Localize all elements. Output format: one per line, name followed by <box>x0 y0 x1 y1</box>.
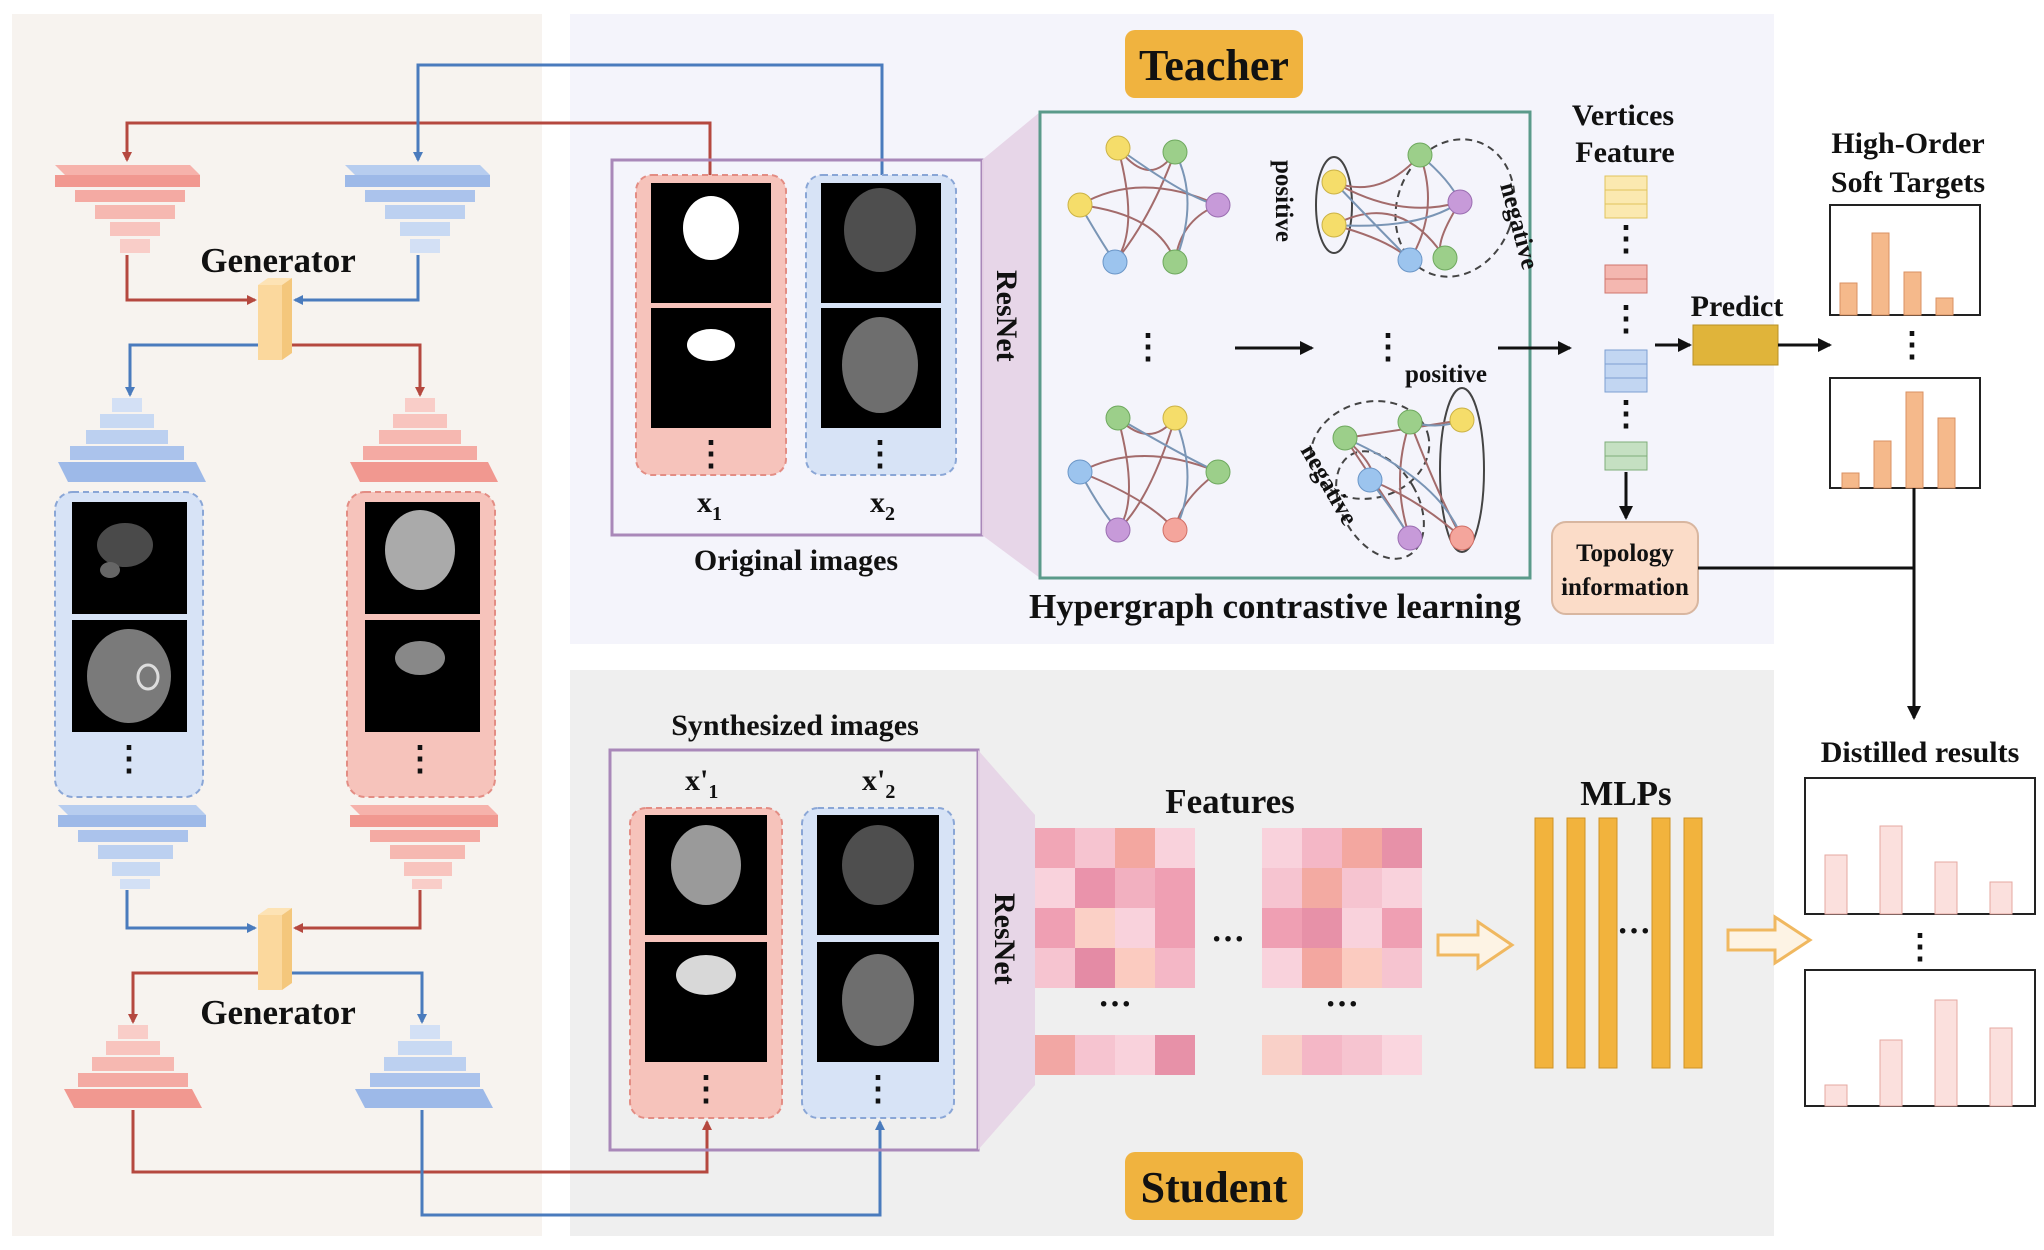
blue-pyramid-bottom <box>355 1025 493 1108</box>
distilled-chart-1 <box>1804 777 2036 915</box>
generator-label-bottom: Generator <box>200 993 355 1032</box>
distilled-chart-2 <box>1804 969 2036 1107</box>
blue-pyramid-top <box>345 165 490 253</box>
ellipsis-graphs-left: ⋮ <box>1131 329 1165 366</box>
feature-grid-2 <box>1262 828 1422 988</box>
red-pyramid-low <box>350 805 498 889</box>
soft-targets-line2: Soft Targets <box>1831 166 1985 199</box>
mlps-label: MLPs <box>1580 774 1671 813</box>
red-arrow-to-latent-top <box>125 255 257 305</box>
soft-target-chart-1 <box>1829 204 1981 316</box>
graph-bottom-left <box>1067 405 1231 543</box>
feature-grid-1 <box>1035 828 1195 988</box>
x1-mask-bottom <box>687 329 735 361</box>
x1-image-bottom <box>651 308 771 428</box>
original-images-label: Original images <box>694 544 898 577</box>
red-arrow-from-latent-bottom <box>128 971 258 1024</box>
red-arrow-from-latent-top <box>292 343 425 397</box>
ellipsis-vertex-1: ⋮ <box>1609 221 1643 258</box>
red-loop-to-x1p <box>131 1110 712 1174</box>
blue-pyramid-low <box>58 805 206 889</box>
ellipsis-vertex-2: ⋮ <box>1609 301 1643 338</box>
red-pyramid-top <box>55 165 200 253</box>
x2p-brain-top <box>842 825 914 905</box>
ellipsis-x1p: ⋮ <box>689 1071 723 1108</box>
x1-mask-top <box>683 196 739 260</box>
feature-row-2 <box>1262 1035 1422 1075</box>
red-pyramid-bottom <box>64 1025 202 1108</box>
blue-arrow-to-latent-bottom <box>125 890 257 933</box>
blue-arrow-from-latent-top <box>125 343 258 397</box>
blue-loop-from-x2 <box>413 63 884 175</box>
ellipsis-x2: ⋮ <box>863 436 897 473</box>
resnet-student <box>978 750 1035 1150</box>
predict-label: Predict <box>1691 290 1784 323</box>
predict-block <box>1692 324 1779 366</box>
hypergraph-top-right <box>1315 138 1516 278</box>
blue-arrow-to-latent-top <box>293 255 420 305</box>
ellipsis-features-between: ··· <box>1211 921 1245 958</box>
x1p-label: x'1 <box>685 764 718 803</box>
topology-line2: information <box>1561 574 1689 601</box>
vertices-feature-line1: Vertices <box>1572 99 1674 132</box>
student-badge <box>1125 1152 1303 1220</box>
resnet-student-label: ResNet <box>988 893 1021 985</box>
ellipsis-graphs-right: ⋮ <box>1371 329 1405 366</box>
x2p-brain-bottom <box>842 954 914 1046</box>
soft-target-chart-2 <box>1829 377 1981 489</box>
features-label: Features <box>1165 782 1295 821</box>
ellipsis-mlps: ··· <box>1617 913 1651 950</box>
x2-brain-bottom <box>842 317 918 413</box>
x1p-brain-top <box>671 825 741 905</box>
hypergraph-box <box>1038 110 1532 580</box>
x2p-label: x'2 <box>862 764 895 803</box>
mlp-bars <box>1534 817 1703 1069</box>
ellipsis-x2p: ⋮ <box>861 1071 895 1108</box>
generator-label-top: Generator <box>200 241 355 280</box>
synth-images-label: Synthesized images <box>671 709 919 742</box>
hypergraph-label: Hypergraph contrastive learning <box>1029 587 1521 626</box>
hollow-arrow-to-distilled <box>1726 914 1813 966</box>
topology-line1: Topology <box>1576 540 1674 567</box>
blue-arrow-from-latent-bottom <box>292 971 427 1024</box>
x2-brain-top <box>844 188 916 272</box>
ellipsis-vertex-3: ⋮ <box>1609 396 1643 433</box>
positive-label-bottom: positive <box>1405 361 1487 388</box>
resnet-teacher <box>982 112 1040 578</box>
feature-row-1 <box>1035 1035 1195 1075</box>
positive-label-top: positive <box>1270 160 1297 242</box>
ellipsis-blue-stack: ⋮ <box>112 741 146 778</box>
ellipsis-grid-1: ··· <box>1098 986 1132 1023</box>
student-title: Student <box>1141 1163 1288 1212</box>
ellipsis-x1: ⋮ <box>694 436 728 473</box>
soft-targets-line1: High-Order <box>1831 127 1984 160</box>
ellipsis-distilled: ⋮ <box>1903 929 1937 966</box>
x1p-mask-bottom <box>676 955 736 995</box>
hypergraph-bottom-right <box>1309 387 1485 560</box>
ellipsis-red-stack: ⋮ <box>403 741 437 778</box>
blue-pyramid-mid <box>58 398 206 482</box>
resnet-teacher-label: ResNet <box>990 270 1023 362</box>
red-arrow-to-latent-bottom <box>293 890 422 933</box>
ellipsis-soft-targets: ⋮ <box>1895 327 1929 364</box>
generated-images-blue: ⋮ <box>54 491 204 798</box>
latent-block-top <box>258 278 292 360</box>
x2-label: x2 <box>870 486 895 525</box>
ellipsis-grid-2: ··· <box>1325 986 1359 1023</box>
vertex-feature-column: ⋮ ⋮ ⋮ <box>1604 175 1648 471</box>
graph-top-left <box>1067 135 1231 275</box>
x1-label: x1 <box>697 486 722 525</box>
latent-block-bottom <box>258 908 292 990</box>
blue-loop-to-x2p <box>420 1110 885 1217</box>
vertices-feature-line2: Feature <box>1575 136 1674 169</box>
teacher-title: Teacher <box>1139 41 1289 90</box>
distilled-label: Distilled results <box>1821 736 2020 769</box>
generated-images-red: ⋮ <box>346 491 496 798</box>
hollow-arrow-to-mlps <box>1436 919 1515 971</box>
teacher-badge <box>1125 30 1303 98</box>
red-pyramid-mid <box>350 398 498 482</box>
